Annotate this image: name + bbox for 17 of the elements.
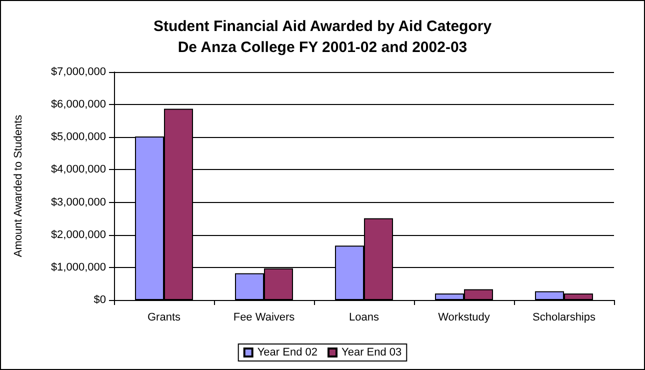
x-tick-label: Workstudy [438,312,490,324]
y-tick-label: $6,000,000 [50,98,106,111]
y-axis-title: Amount Awarded to Students [12,114,24,258]
y-tick-label: $1,000,000 [50,261,106,274]
y-tick-label: $7,000,000 [50,66,106,78]
legend-label: Year End 02 [257,346,318,358]
y-tick-label: $0 [94,294,106,306]
legend-label: Year End 03 [342,346,402,358]
chart-title: Student Financial Aid Awarded by Aid Category De Anza College FY 2001-02 and 2002-03 [153,18,492,56]
y-tick-label: $2,000,000 [50,228,106,241]
x-tick-label: Loans [349,312,380,324]
y-tick-label: $5,000,000 [50,131,106,144]
y-tick-label: $3,000,000 [50,196,106,208]
x-tick-label: Scholarships [532,312,596,324]
x-tick-label: Fee Waivers [233,312,296,324]
y-tick-label: $4,000,000 [50,164,106,176]
x-tick-label: Grants [147,312,182,324]
